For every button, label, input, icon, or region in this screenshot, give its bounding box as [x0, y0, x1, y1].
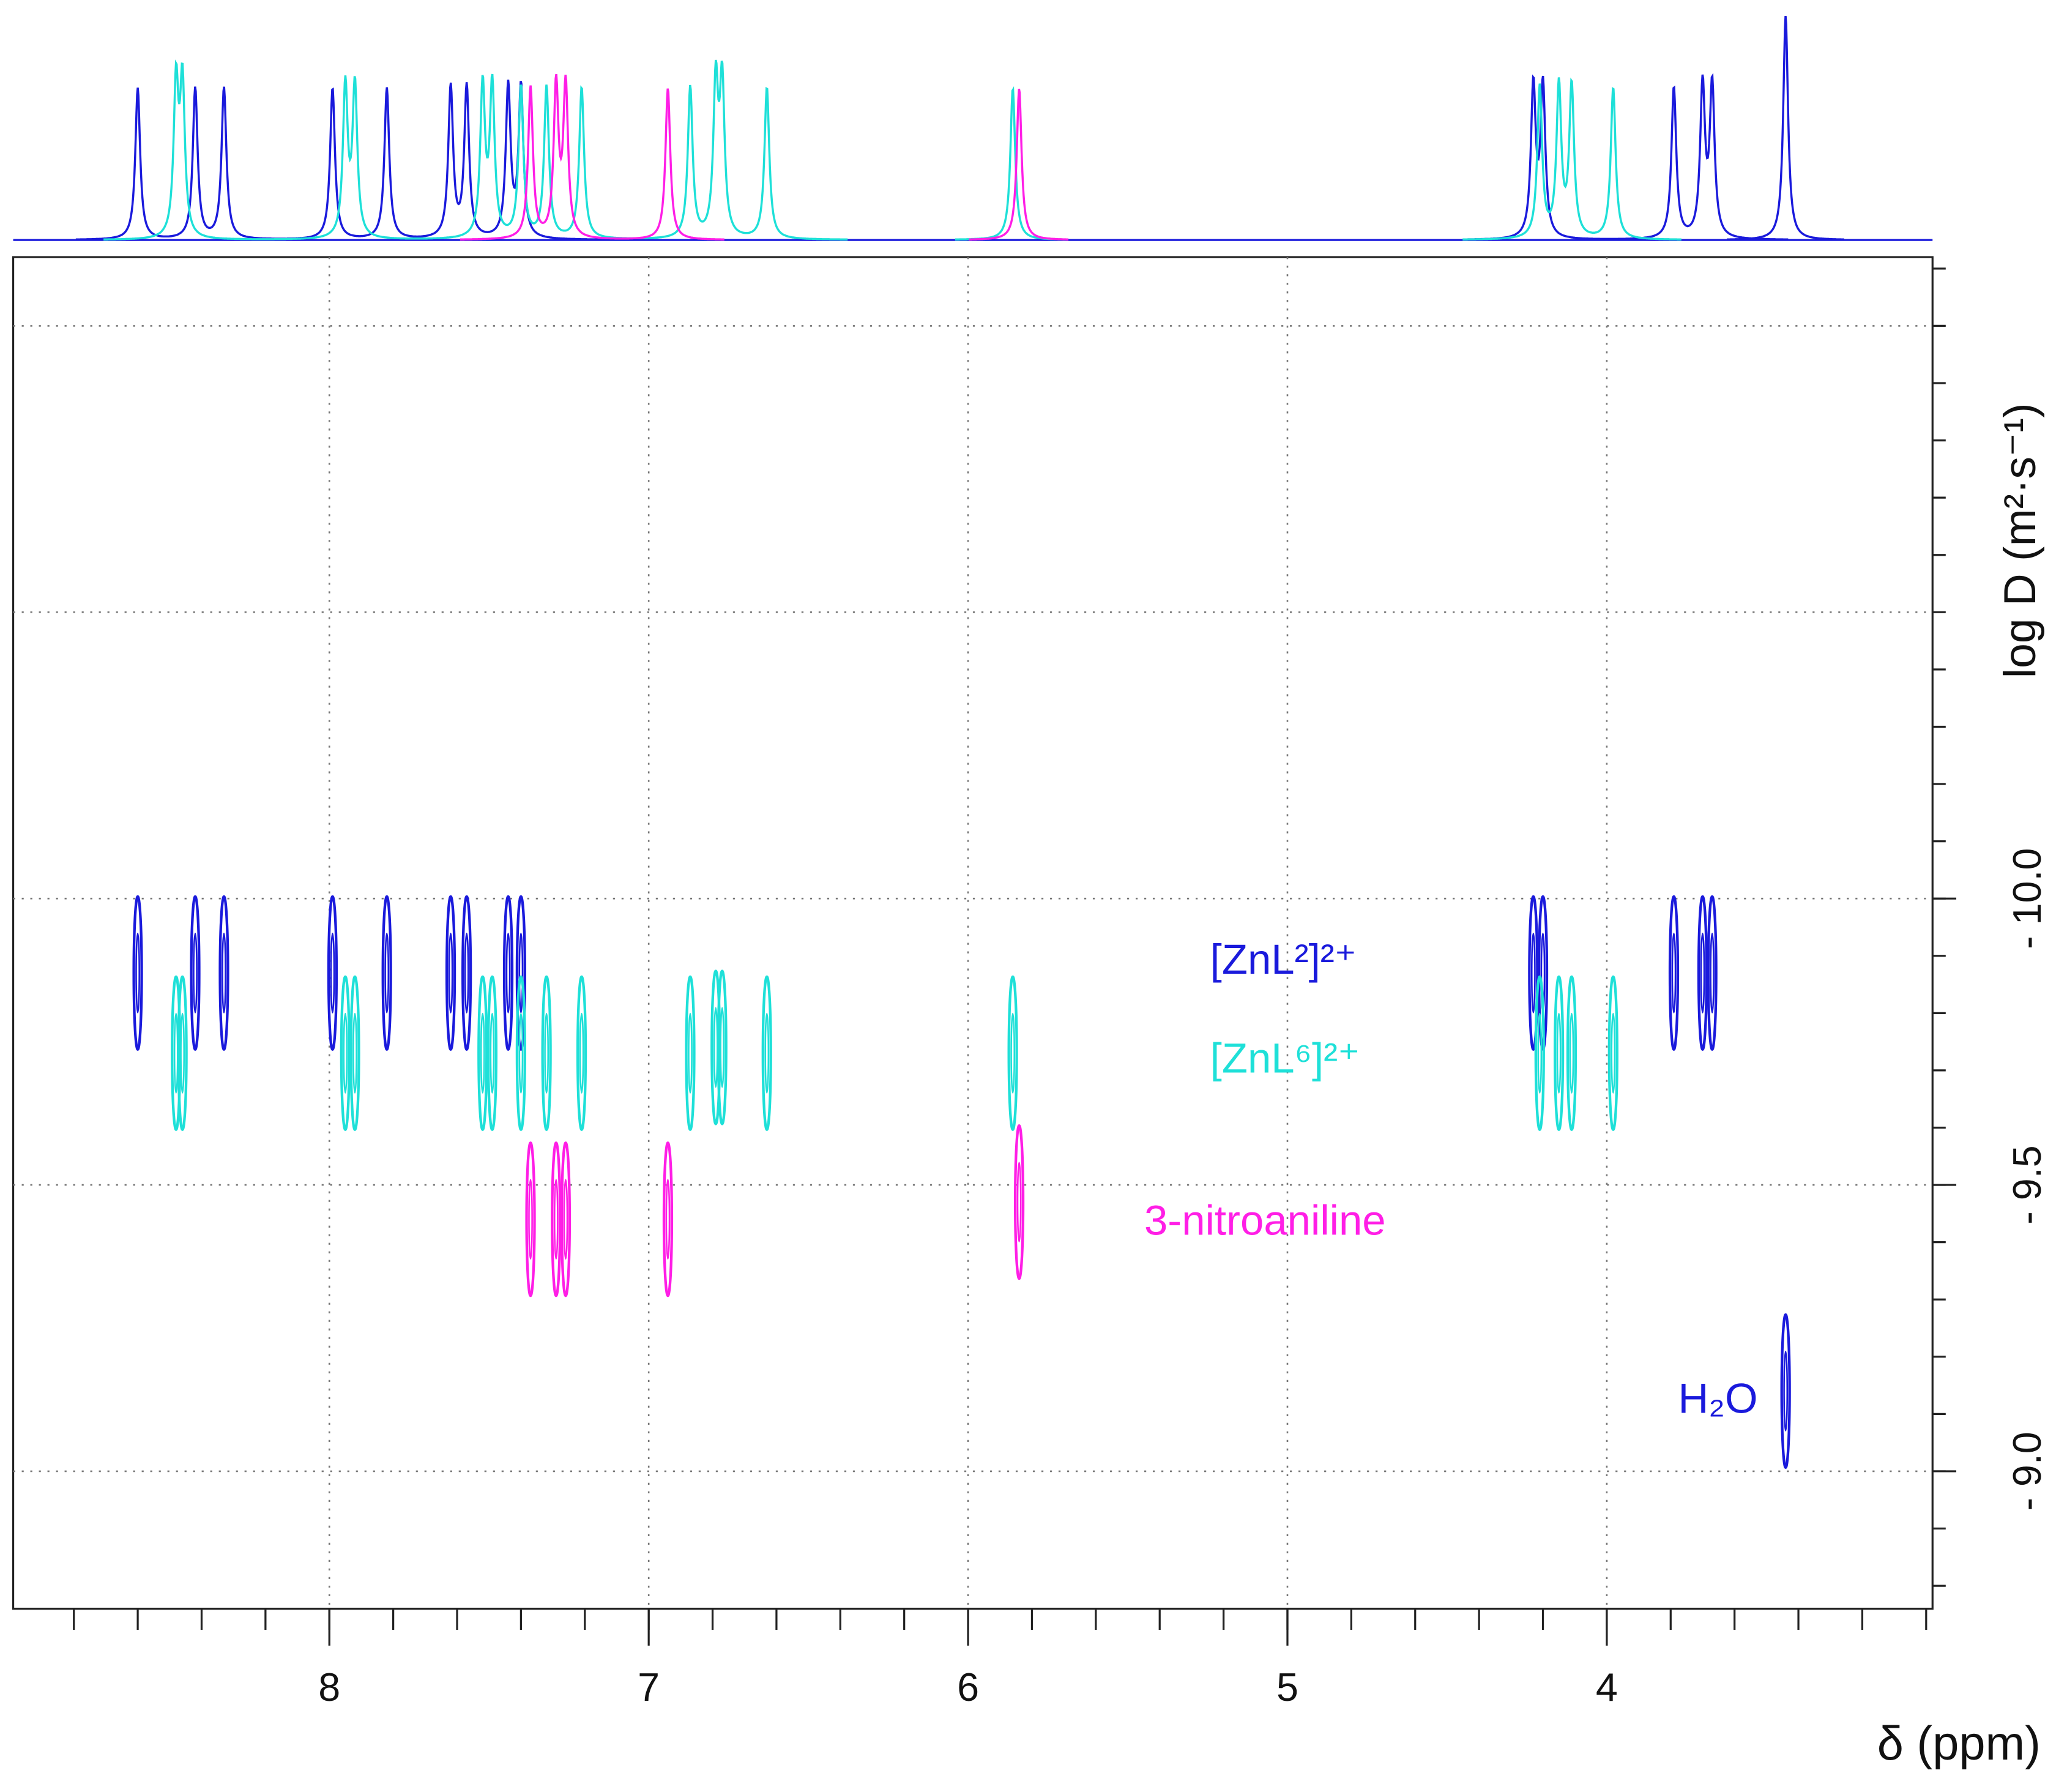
contour-inner — [1671, 932, 1677, 1014]
contour-peak — [515, 975, 527, 1131]
contour-peak — [486, 975, 498, 1131]
spectrum-trace — [103, 59, 1682, 241]
contour-peak — [515, 895, 527, 1051]
contour-peak — [662, 1141, 674, 1297]
x-tick-label: 5 — [1276, 1665, 1298, 1709]
contour-peak — [717, 969, 728, 1126]
contour-peak — [1707, 895, 1718, 1051]
plot-frame — [12, 256, 1934, 1610]
contour-peak — [560, 1141, 572, 1297]
contour-peak — [761, 975, 772, 1131]
contour-peak — [381, 895, 392, 1051]
contour-inner — [688, 1012, 693, 1094]
contour-peak — [576, 975, 587, 1131]
contour-peak — [1780, 1313, 1791, 1469]
contour-inner — [518, 1012, 524, 1094]
contour-peak — [349, 975, 360, 1131]
contour-inner — [173, 1012, 179, 1094]
contour-inner — [1783, 1351, 1789, 1432]
spectrum-trace — [75, 72, 1789, 241]
contour-inner — [222, 932, 226, 1014]
contour-inner — [528, 1179, 533, 1260]
spectrum-trace — [460, 73, 1069, 241]
contour-peak — [1668, 895, 1680, 1051]
contour-inner — [720, 1007, 725, 1088]
series-label: H₂O — [1678, 1375, 1757, 1422]
contour-inner — [1700, 932, 1705, 1014]
series-label: 3-nitroaniline — [1144, 1197, 1386, 1244]
contour-peak — [502, 895, 514, 1051]
contour-peak — [477, 975, 488, 1131]
contour-inner — [764, 1012, 770, 1094]
contour-inner — [579, 1012, 584, 1094]
contour-peak — [541, 975, 552, 1131]
y-tick-label: - 9.0 — [2005, 1432, 2049, 1510]
contour-peak — [171, 975, 182, 1131]
contour-inner — [505, 932, 511, 1014]
contour-inner — [490, 1012, 495, 1094]
series-label: [ZnL⁶]²⁺ — [1210, 1035, 1360, 1082]
contour-peak — [445, 895, 456, 1051]
x-tick-label: 7 — [638, 1665, 660, 1709]
contour-peak — [1007, 975, 1018, 1131]
contour-inner — [330, 932, 335, 1014]
contour-inner — [464, 932, 469, 1014]
contour-peak — [177, 975, 188, 1131]
contour-inner — [1530, 932, 1536, 1014]
y-axis-title: log D (m²·s⁻¹) — [1995, 403, 2045, 679]
contour-inner — [180, 1012, 185, 1094]
contour-peak — [218, 895, 229, 1051]
contour-peak — [1013, 1124, 1025, 1280]
x-axis-title: δ (ppm) — [1877, 1717, 2041, 1770]
contour-inner — [1611, 1012, 1616, 1094]
contour-inner — [563, 1179, 568, 1260]
contour-peak — [327, 895, 338, 1051]
series-label: [ZnL²]²⁺ — [1210, 936, 1357, 983]
contour-inner — [384, 932, 390, 1014]
x-tick-label: 4 — [1596, 1665, 1618, 1709]
contour-inner — [343, 1012, 348, 1094]
contour-inner — [665, 1179, 671, 1260]
contour-peak — [1528, 895, 1539, 1051]
contour-inner — [1556, 1012, 1562, 1094]
contour-peak — [1697, 895, 1708, 1051]
contour-inner — [1537, 1012, 1543, 1094]
y-tick-label: - 9.5 — [2005, 1145, 2049, 1224]
x-tick-label: 6 — [957, 1665, 979, 1709]
contour-inner — [1569, 1012, 1574, 1094]
contour-peak — [132, 895, 143, 1051]
contour-peak — [1553, 975, 1565, 1131]
contour-inner — [1016, 1162, 1022, 1243]
contour-peak — [710, 969, 721, 1126]
contour-peak — [551, 1141, 562, 1297]
contour-inner — [1010, 1012, 1016, 1094]
contour-peak — [340, 975, 351, 1131]
y-tick-label: - 10.0 — [2005, 848, 2049, 949]
contour-inner — [1710, 932, 1715, 1014]
contour-inner — [553, 1179, 559, 1260]
contour-inner — [352, 1012, 357, 1094]
x-tick-label: 8 — [318, 1665, 340, 1709]
contour-peak — [190, 895, 201, 1051]
contour-peak — [461, 895, 472, 1051]
contour-inner — [135, 932, 140, 1014]
contour-peak — [525, 1141, 536, 1297]
spectrum-trace — [1727, 15, 1844, 241]
contour-peak — [1534, 975, 1545, 1131]
contour-inner — [448, 932, 453, 1014]
contour-inner — [480, 1012, 485, 1094]
contour-peak — [1566, 975, 1577, 1131]
contour-peak — [1607, 975, 1618, 1131]
contour-inner — [193, 932, 198, 1014]
contour-inner — [713, 1007, 718, 1088]
contour-inner — [518, 932, 524, 1014]
contour-inner — [544, 1012, 549, 1094]
contour-peak — [685, 975, 696, 1131]
